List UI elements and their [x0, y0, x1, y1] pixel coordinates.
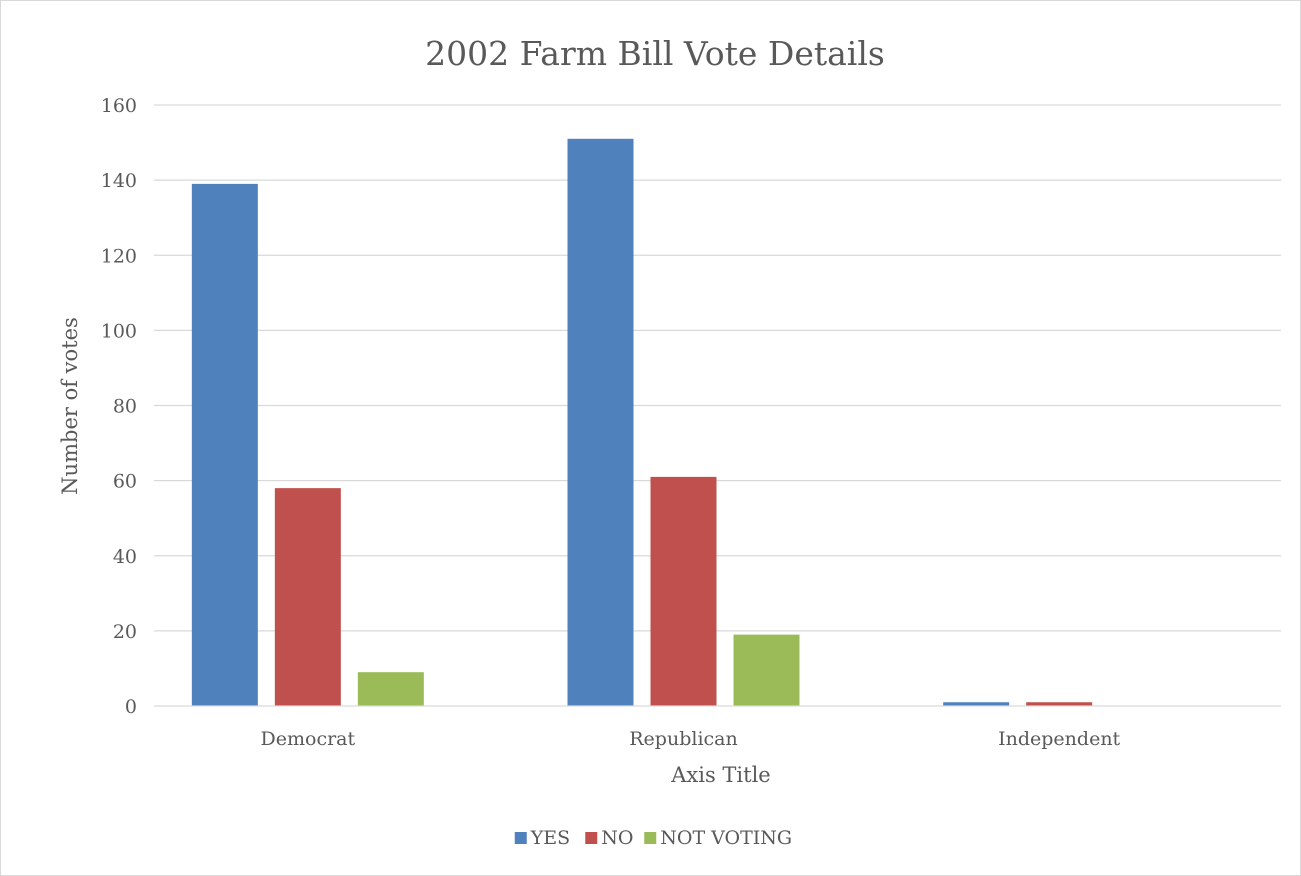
- y-axis-title: Number of votes: [58, 317, 82, 495]
- x-tick-label: Democrat: [261, 728, 356, 750]
- y-tick-label: 140: [101, 170, 137, 192]
- x-axis-ticks: Democrat Republican Independent: [261, 728, 1121, 750]
- y-tick-label: 20: [113, 621, 137, 643]
- bar-not-voting-republican: [733, 634, 800, 706]
- chart-title: 2002 Farm Bill Vote Details: [425, 34, 885, 73]
- legend-item: NO: [585, 827, 633, 849]
- x-tick-label: Independent: [998, 728, 1120, 750]
- y-tick-label: 40: [113, 546, 137, 568]
- bar-no-republican: [650, 476, 717, 706]
- x-axis-title: Axis Title: [670, 763, 770, 787]
- gridlines: [154, 104, 1281, 632]
- y-tick-label: 160: [101, 95, 137, 117]
- legend-label: YES: [530, 827, 570, 849]
- y-axis-ticks: 0 20 40 60 80 100 120 140 160: [101, 95, 137, 718]
- bar-yes-republican: [567, 138, 634, 706]
- legend-swatch: [514, 832, 527, 844]
- legend-item: YES: [514, 827, 570, 849]
- legend-item: NOT VOTING: [644, 827, 792, 849]
- bar-no-democrat: [274, 488, 341, 706]
- y-tick-label: 80: [113, 396, 137, 418]
- bars: [191, 138, 1093, 707]
- legend-swatch: [644, 832, 657, 844]
- bar-yes-democrat: [191, 183, 258, 707]
- legend-label: NO: [601, 827, 633, 849]
- bar-yes-independent: [943, 702, 1010, 706]
- legend: YES NO NOT VOTING: [514, 827, 792, 849]
- bar-no-independent: [1026, 702, 1093, 706]
- bar-not-voting-democrat: [357, 672, 424, 706]
- x-tick-label: Republican: [629, 728, 737, 750]
- y-tick-label: 0: [125, 696, 137, 718]
- y-tick-label: 60: [113, 471, 137, 493]
- y-tick-label: 100: [101, 320, 137, 342]
- legend-swatch: [585, 832, 598, 844]
- y-tick-label: 120: [101, 245, 137, 267]
- legend-label: NOT VOTING: [660, 827, 792, 849]
